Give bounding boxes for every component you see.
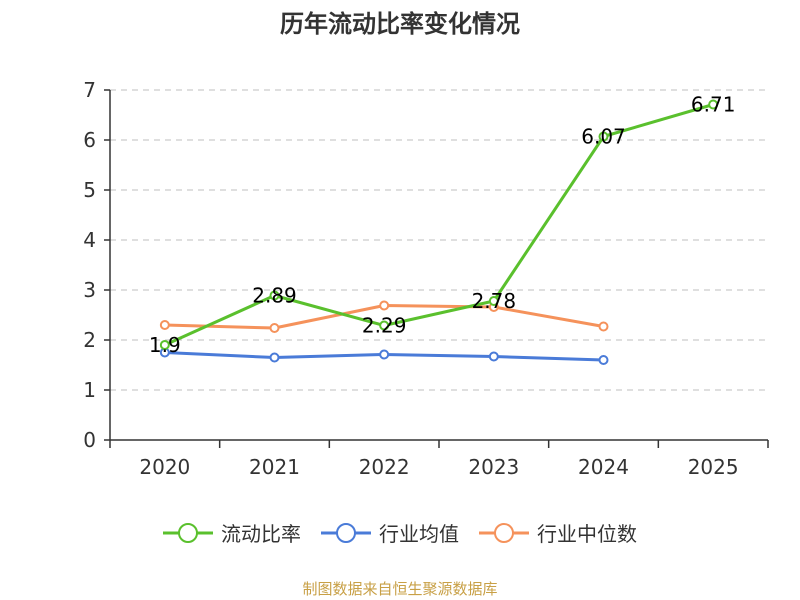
y-tick-label: 7 xyxy=(83,78,96,102)
legend-label: 行业中位数 xyxy=(537,522,637,546)
legend-line-icon xyxy=(163,522,213,543)
legend-item[interactable]: 行业中位数 xyxy=(479,518,637,547)
legend-line-icon xyxy=(321,522,371,543)
data-point xyxy=(269,352,280,363)
x-tick-label: 2023 xyxy=(468,455,519,479)
data-point xyxy=(488,351,499,362)
legend-item[interactable]: 行业均值 xyxy=(321,518,459,547)
x-tick-label: 2024 xyxy=(578,455,629,479)
data-point xyxy=(159,320,170,330)
y-tick-label: 5 xyxy=(83,178,96,202)
chart-title: 历年流动比率变化情况 xyxy=(280,10,520,38)
axes: 0 1 2 3 4 5 6 7 2020 2021 2022 2023 2024 2025 xyxy=(83,78,769,479)
y-tick-label: 1 xyxy=(83,378,96,402)
data-point xyxy=(488,296,499,306)
series-line xyxy=(164,103,714,347)
grid-lines xyxy=(110,89,768,391)
y-tick-label: 6 xyxy=(83,128,96,152)
data-point xyxy=(159,340,170,350)
y-tick-label: 4 xyxy=(83,228,96,252)
data-label: 2.78 xyxy=(472,289,517,313)
y-tick-label: 0 xyxy=(83,428,96,452)
data-point xyxy=(598,321,609,332)
y-tick-label: 3 xyxy=(83,278,96,302)
data-point xyxy=(379,300,390,311)
data-point xyxy=(379,320,390,331)
data-point xyxy=(379,349,390,360)
data-point xyxy=(269,323,280,333)
legend-item[interactable]: 流动比率 xyxy=(163,518,301,547)
y-tick-label: 2 xyxy=(83,328,96,352)
data-point xyxy=(598,131,609,142)
x-tick-label: 2021 xyxy=(249,455,300,479)
x-tick-label: 2020 xyxy=(139,455,190,479)
data-label: 2.29 xyxy=(362,314,407,338)
legend-label: 行业均值 xyxy=(379,522,459,546)
source-note: 制图数据来自恒生聚源数据库 xyxy=(302,580,498,598)
data-label: 6.71 xyxy=(691,93,736,117)
x-tick-label: 2025 xyxy=(688,455,739,479)
data-label: 1.9 xyxy=(149,333,181,357)
series-lines xyxy=(159,99,719,365)
data-point xyxy=(708,99,719,110)
x-tick-label: 2022 xyxy=(359,455,410,479)
data-point xyxy=(598,355,609,365)
data-point xyxy=(269,290,280,301)
data-label: 6.07 xyxy=(581,125,626,149)
legend: 流动比率 行业均值 行业中位数 xyxy=(0,518,800,547)
data-label: 2.89 xyxy=(252,284,297,308)
legend-line-icon xyxy=(479,522,529,543)
legend-label: 流动比率 xyxy=(221,522,301,546)
data-labels: 1.9 2.89 2.29 2.78 6.07 6.71 xyxy=(149,93,736,358)
